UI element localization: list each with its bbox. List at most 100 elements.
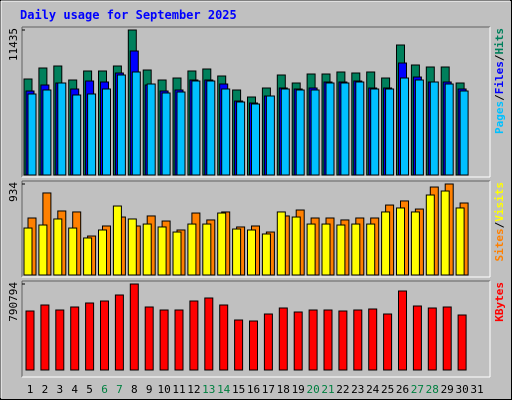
bar <box>219 304 229 371</box>
bar <box>427 307 437 371</box>
x-tick-label: 19 <box>292 383 305 396</box>
bar <box>414 79 424 176</box>
bar <box>202 223 212 276</box>
bar <box>98 229 107 276</box>
x-tick-label: 8 <box>131 383 138 396</box>
bar <box>398 290 407 371</box>
bar <box>276 211 286 276</box>
bar <box>251 103 260 176</box>
bar <box>23 227 33 276</box>
bar <box>293 311 303 371</box>
bar <box>129 283 139 371</box>
bar <box>159 309 169 371</box>
x-tick-label: 28 <box>426 383 439 396</box>
x-tick-label: 10 <box>157 383 170 396</box>
y-tick-label: 11435 <box>7 28 20 61</box>
bar <box>176 91 186 176</box>
bar <box>102 88 111 176</box>
bar <box>172 231 182 276</box>
x-tick-label: 27 <box>411 383 424 396</box>
bar <box>234 319 244 371</box>
x-axis-panel <box>22 380 490 396</box>
bar <box>385 88 395 176</box>
bar <box>55 309 65 371</box>
bar <box>40 304 50 371</box>
bar <box>425 194 435 276</box>
legend-separator: / <box>493 94 506 101</box>
bar <box>455 207 465 276</box>
legend-entry: Sites <box>493 228 506 261</box>
bar <box>206 80 216 176</box>
bar <box>112 205 122 276</box>
bar <box>72 94 82 176</box>
bar <box>370 88 380 176</box>
bar <box>355 81 365 176</box>
x-tick-label: 24 <box>366 383 380 396</box>
bar <box>249 320 258 371</box>
bar <box>306 223 316 276</box>
bar <box>263 313 273 371</box>
bar <box>353 309 363 371</box>
legend-entry: Pages <box>493 101 506 134</box>
x-tick-label: 26 <box>396 383 409 396</box>
bar <box>232 228 242 276</box>
bar <box>221 88 231 176</box>
bar <box>25 310 35 371</box>
bar <box>68 227 78 276</box>
bar <box>204 297 214 371</box>
bar <box>440 190 450 276</box>
bar <box>366 223 376 276</box>
bar <box>351 223 361 276</box>
x-tick-label: 2 <box>42 383 49 396</box>
bar <box>410 211 420 276</box>
bar <box>142 223 152 276</box>
x-tick-label: 9 <box>146 383 153 396</box>
bar <box>310 89 320 176</box>
bar <box>325 82 335 176</box>
x-tick-label: 21 <box>321 383 334 396</box>
axis-legend: Sites/Visits <box>493 182 506 262</box>
axis-legend: KBytes <box>493 282 506 322</box>
legend-entry: Visits <box>493 182 506 222</box>
bar <box>131 71 141 176</box>
x-tick-label: 12 <box>187 383 200 396</box>
legend-separator: / <box>493 221 506 228</box>
x-tick-label: 5 <box>86 383 93 396</box>
x-tick-label: 14 <box>217 383 231 396</box>
bar <box>38 224 48 276</box>
x-tick-label: 15 <box>232 383 245 396</box>
x-tick-label: 3 <box>56 383 63 396</box>
x-tick-label: 25 <box>381 383 394 396</box>
bar <box>236 101 246 176</box>
bar <box>83 237 93 276</box>
bar <box>70 306 80 371</box>
bar <box>146 83 156 176</box>
bar <box>278 307 288 371</box>
bar <box>127 218 137 276</box>
bar <box>27 93 37 176</box>
bar <box>295 89 305 176</box>
bar <box>442 306 452 371</box>
bar <box>174 309 184 371</box>
x-tick-label: 1 <box>27 383 34 396</box>
x-tick-label: 6 <box>101 383 108 396</box>
x-tick-label: 17 <box>262 383 275 396</box>
legend-entry: KBytes <box>493 282 506 322</box>
bar <box>42 89 52 176</box>
bar <box>265 95 275 176</box>
bar <box>381 211 391 276</box>
x-tick-label: 20 <box>306 383 319 396</box>
bar <box>429 81 439 176</box>
x-tick-label: 11 <box>172 383 185 396</box>
bar <box>291 216 301 276</box>
bar <box>457 314 467 371</box>
bar <box>57 82 67 176</box>
bar <box>100 300 109 371</box>
bar <box>444 83 454 176</box>
bar <box>157 226 167 276</box>
x-tick-label: 13 <box>202 383 215 396</box>
bar <box>116 74 126 176</box>
bar <box>338 310 348 371</box>
x-tick-label: 23 <box>351 383 364 396</box>
legend-separator: / <box>493 54 506 61</box>
